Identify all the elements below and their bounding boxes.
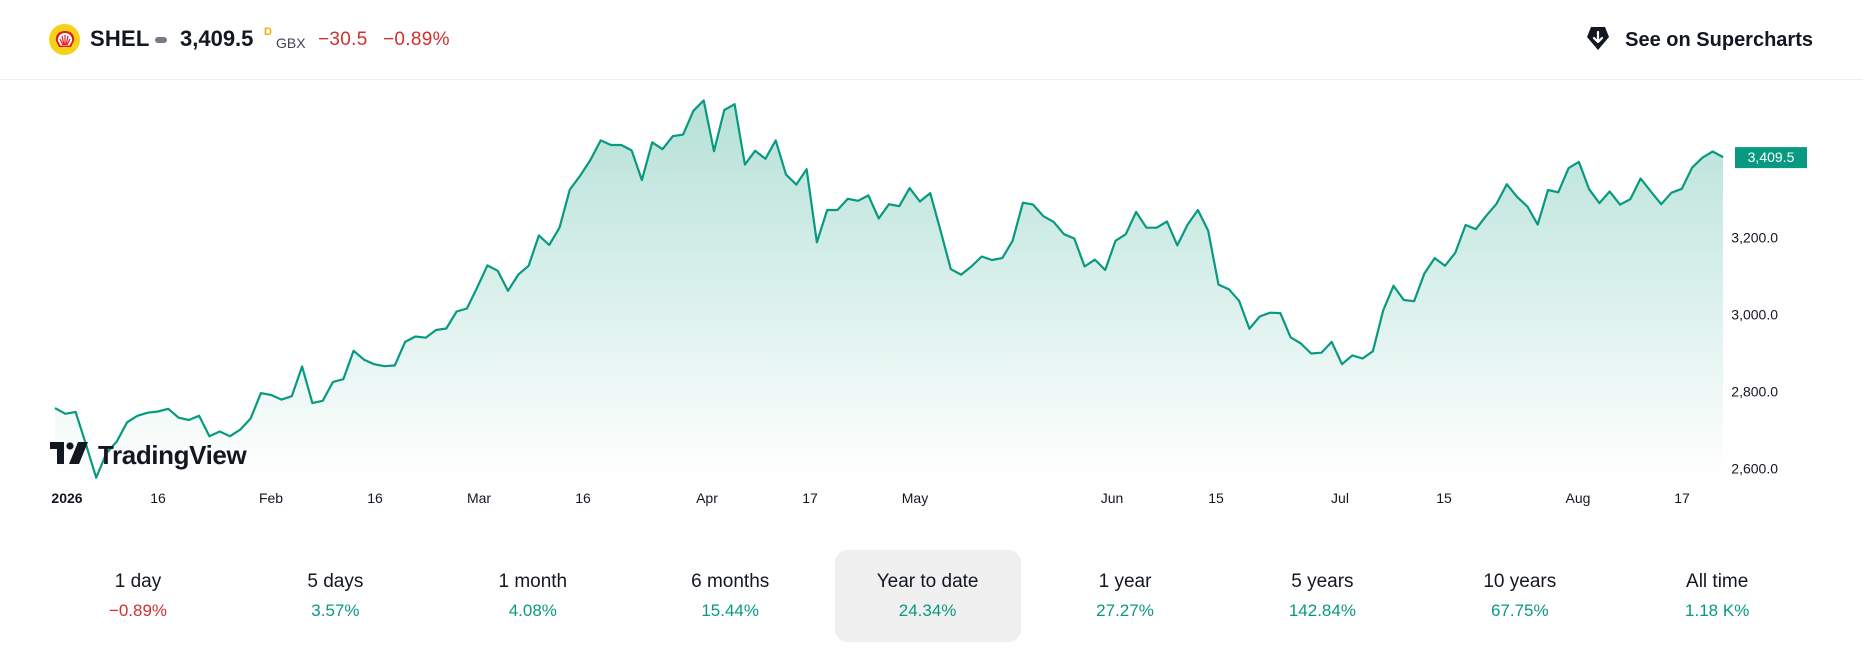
symbol-header: SHEL 3,409.5 D GBX −30.5 −0.89% See on S… bbox=[0, 0, 1863, 80]
tradingview-logo-icon bbox=[50, 442, 90, 469]
time-axis-label: 15 bbox=[1436, 490, 1452, 506]
time-axis-label: 16 bbox=[575, 490, 591, 506]
range-button[interactable]: Year to date 24.34% bbox=[834, 550, 1021, 642]
price-line bbox=[54, 99, 1724, 479]
time-axis-label: Feb bbox=[259, 490, 283, 506]
price-axis: 3,200.0 3,000.0 2,800.0 2,600.0 bbox=[1731, 230, 1778, 477]
range-button[interactable]: 10 years 67.75% bbox=[1427, 550, 1613, 642]
range-button[interactable]: 1 day −0.89% bbox=[45, 550, 231, 642]
time-axis-label: 16 bbox=[150, 490, 166, 506]
symbol-name[interactable]: SHEL bbox=[90, 26, 150, 51]
range-change: 1.18 K% bbox=[1685, 601, 1750, 620]
last-price-badge bbox=[1735, 147, 1807, 169]
time-axis-label: 2026 bbox=[51, 490, 82, 506]
range-label: 10 years bbox=[1483, 571, 1557, 592]
supercharts-label: See on Supercharts bbox=[1625, 28, 1813, 51]
range-change: −0.89% bbox=[108, 601, 168, 620]
price-flag: D bbox=[264, 26, 272, 38]
range-button[interactable]: 5 years 142.84% bbox=[1229, 550, 1415, 642]
time-axis-label: Apr bbox=[696, 490, 718, 506]
price-change-percent: −0.89% bbox=[383, 29, 450, 50]
range-label: All time bbox=[1686, 571, 1749, 592]
range-label: 5 days bbox=[307, 571, 364, 592]
time-axis-label: 17 bbox=[802, 490, 818, 506]
range-button[interactable]: 6 months 15.44% bbox=[637, 550, 823, 642]
time-axis-label: Mar bbox=[467, 490, 491, 506]
range-selector: 1 day −0.89% 5 days 3.57% 1 month 4.08% 6 mont… bbox=[45, 550, 1820, 642]
price-axis-label: 3,000.0 bbox=[1731, 307, 1778, 323]
range-change: 3.57% bbox=[311, 601, 360, 620]
tradingview-watermark[interactable]: TradingView bbox=[50, 440, 247, 471]
range-label: 5 years bbox=[1291, 571, 1354, 592]
currency-label: GBX bbox=[276, 35, 306, 51]
range-label: 1 day bbox=[114, 571, 162, 592]
price-axis-label: 2,800.0 bbox=[1731, 384, 1778, 400]
range-label: 1 year bbox=[1098, 571, 1152, 592]
tradingview-pin-icon bbox=[1583, 23, 1613, 58]
time-axis-label: May bbox=[902, 490, 928, 506]
range-change: 15.44% bbox=[701, 601, 760, 620]
range-button[interactable]: 5 days 3.57% bbox=[242, 550, 428, 642]
last-price-label: 3,409.5 bbox=[1748, 149, 1795, 165]
time-axis-label: 16 bbox=[367, 490, 383, 506]
price-axis-label: 2,600.0 bbox=[1731, 460, 1778, 476]
range-change: 142.84% bbox=[1288, 601, 1356, 620]
last-price: 3,409.5 bbox=[180, 26, 254, 51]
price-chart[interactable]: 3,200.0 3,000.0 2,800.0 2,600.0 2026 16 Feb 16… bbox=[0, 80, 1863, 520]
range-change: 67.75% bbox=[1490, 601, 1549, 620]
shell-logo-icon bbox=[49, 24, 80, 55]
range-label: 6 months bbox=[691, 571, 770, 592]
range-button[interactable]: All time 1.18 K% bbox=[1624, 550, 1810, 642]
range-label: 1 month bbox=[498, 571, 568, 592]
range-label: Year to date bbox=[876, 571, 979, 592]
last-price-marker: 3,409.5 bbox=[1735, 147, 1807, 169]
range-button[interactable]: 1 year 27.27% bbox=[1032, 550, 1218, 642]
watermark-text: TradingView bbox=[98, 440, 247, 470]
see-on-supercharts-button[interactable]: See on Supercharts bbox=[1583, 22, 1813, 58]
time-axis-label: Jul bbox=[1331, 490, 1349, 506]
range-button[interactable]: 1 month 4.08% bbox=[440, 550, 626, 642]
range-change: 27.27% bbox=[1096, 601, 1154, 620]
price-axis-label: 3,200.0 bbox=[1731, 230, 1778, 246]
time-axis-label: 15 bbox=[1208, 490, 1224, 506]
time-axis: 2026 16 Feb 16 Mar 16 Apr 17 May Jun 15 Jul 15 Aug 17 bbox=[51, 490, 1690, 506]
price-change: −30.5 bbox=[318, 29, 368, 50]
range-change: 4.08% bbox=[508, 601, 557, 620]
range-change: 24.34% bbox=[898, 601, 957, 620]
price-area-fill bbox=[55, 100, 1723, 478]
time-axis-label: Aug bbox=[1566, 490, 1591, 506]
market-status-icon bbox=[155, 37, 167, 43]
time-axis-label: 17 bbox=[1674, 490, 1690, 506]
time-axis-label: Jun bbox=[1101, 490, 1124, 506]
